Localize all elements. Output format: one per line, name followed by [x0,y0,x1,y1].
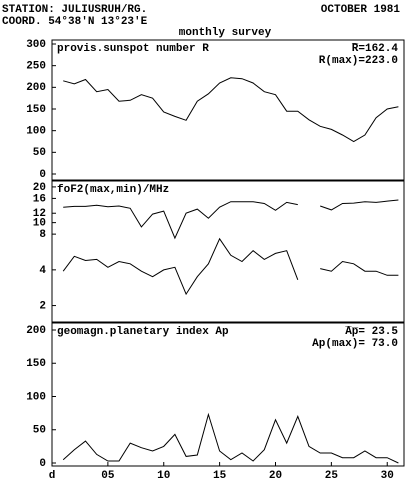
y-tick-label: 50 [33,147,46,159]
y-tick-label: 250 [26,61,46,73]
y-tick-label: 150 [26,104,46,116]
y-tick-label: 0 [39,169,46,181]
panel-frame [51,322,405,467]
annotation: Ap(max)= 73.0 [312,338,398,350]
coord: COORD. 54°38'N 13°23'E [2,16,148,28]
panel-label: provis.sunspot number R [57,43,209,55]
data-line [62,412,399,464]
y-tick-label: 8 [39,229,46,241]
panel-label: geomagn.planetary index Ap [57,326,229,338]
y-tick-label: 12 [33,208,46,220]
x-tick-label: 25 [325,470,339,480]
x-tick-label: d [49,470,56,480]
y-tick-label: 16 [33,193,46,205]
y-tick-label: 300 [26,39,46,51]
station: STATION: JULIUSRUH/RG. [2,4,147,16]
y-tick-label: 100 [26,391,46,403]
x-tick-label: 05 [101,470,115,480]
y-tick-label: 20 [33,182,46,194]
x-tick-label: 10 [157,470,170,480]
y-tick-label: 2 [39,300,46,312]
y-tick-label: 50 [33,425,46,437]
x-tick-label: 20 [269,470,282,480]
panel-frame [51,180,405,323]
annotation: R̅=162.4 [351,43,398,55]
panel-frame [51,39,405,181]
data-line [63,199,399,240]
panel-label: foF2(max,min)/MHz [57,184,169,196]
y-tick-label: 150 [26,358,46,370]
x-tick-label: 15 [213,470,227,480]
month: OCTOBER 1981 [321,4,401,16]
y-tick-label: 10 [33,218,46,230]
y-tick-label: 100 [26,126,46,138]
x-tick-label: 30 [381,470,394,480]
data-line [63,77,399,143]
annotation: R(max)=223.0 [319,55,398,67]
subtitle: monthly survey [179,27,272,39]
y-tick-label: 200 [26,82,46,94]
annotation: A̅p̅= 23.5 [344,326,398,338]
data-line [62,237,399,296]
y-tick-label: 200 [26,325,46,337]
y-tick-label: 0 [39,458,46,470]
y-tick-label: 4 [39,265,46,277]
